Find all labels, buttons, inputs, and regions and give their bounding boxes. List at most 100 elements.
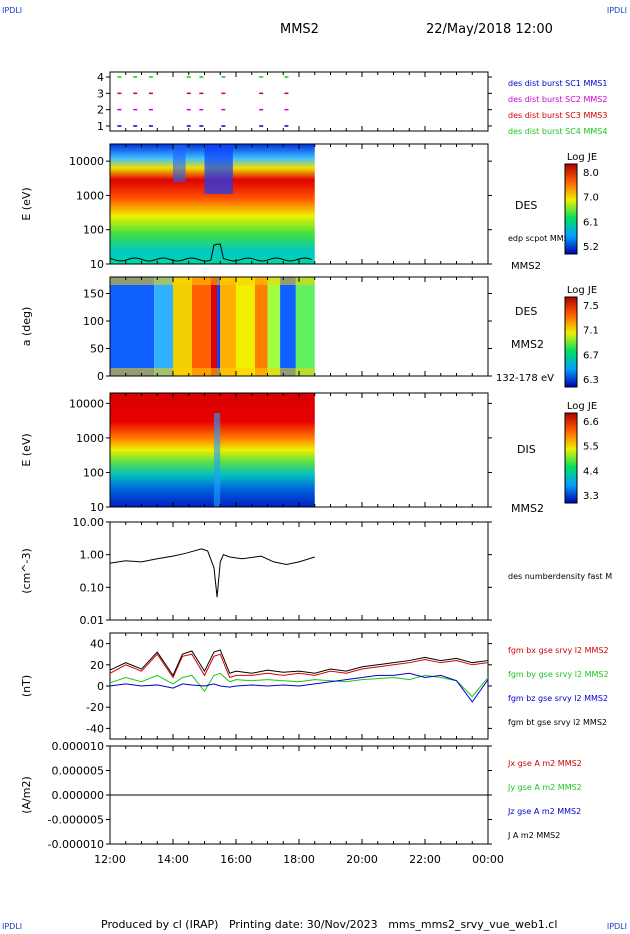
current-panel-ytick-label: 0.000005 — [52, 765, 105, 778]
corner-label-top-right: IPDLI — [606, 6, 627, 15]
burst-legend-label: des dist burst SC1 MMS1 — [508, 79, 607, 88]
corner-label-bottom-left: IPDLI — [2, 922, 23, 931]
dis-energy-panel-colorbar-title: Log JE — [567, 401, 597, 412]
pitch-angle-panel-ytick-label: 150 — [83, 288, 104, 301]
des-energy-label: DES — [515, 199, 537, 212]
pitch-angle-band — [154, 277, 173, 376]
current-panel-ytick-label: 0.000010 — [52, 740, 105, 753]
density-panel-ytick-label: 10.00 — [73, 516, 105, 529]
des-energy-panel-colorbar-tick: 7.0 — [583, 193, 599, 204]
burst-panel-ytick-label: 2 — [97, 104, 104, 117]
des-energy-panel-ylabel: E (eV) — [20, 187, 33, 220]
pitch-angle-band — [173, 277, 192, 376]
date-time-title: 22/May/2018 12:00 — [426, 22, 553, 37]
pitch-angle-panel-colorbar-tick: 6.3 — [583, 375, 599, 386]
pitch-angle-panel-ytick-label: 100 — [83, 315, 104, 328]
pitch-angle-spacecraft-label: MMS2 — [511, 338, 544, 351]
time-axis-label: 12:00 — [94, 853, 126, 866]
des-energy-panel-ytick-label: 10000 — [69, 155, 104, 168]
dis-energy-panel-colorbar — [564, 412, 578, 504]
des-energy-panel-ytick-label: 1000 — [76, 189, 104, 202]
magnetic-field-line — [109, 672, 489, 698]
dis-energy-spectrogram — [110, 393, 315, 507]
current-panel-ytick-label: 0.000000 — [52, 789, 105, 802]
magnetic-field-line — [109, 672, 489, 703]
dis-energy-dip — [213, 413, 221, 507]
density-panel-ytick-label: 1.00 — [80, 549, 105, 562]
dis-energy-panel-colorbar-tick: 4.4 — [583, 466, 599, 477]
burst-panel-ytick-label: 4 — [97, 71, 104, 84]
magnetic-field-panel-ylabel: (nT) — [20, 675, 33, 697]
pitch-angle-panel-ytick-label: 50 — [90, 343, 104, 356]
density-legend-label: des numberdensity fast M — [508, 572, 612, 581]
pitch-angle-band — [191, 277, 211, 376]
des-energy-panel-colorbar-tick: 5.2 — [583, 242, 599, 253]
des-energy-panel-colorbar-tick: 8.0 — [583, 168, 599, 179]
current-panel-ytick-label: -0.000010 — [48, 838, 104, 851]
dis-energy-panel-colorbar-tick: 3.3 — [583, 491, 599, 502]
time-axis-label: 18:00 — [283, 853, 315, 866]
pitch-angle-band — [254, 277, 268, 376]
time-axis-label: 00:00 — [472, 853, 504, 866]
current-panel-ylabel: (A/m2) — [20, 776, 33, 814]
time-axis-label: 14:00 — [157, 853, 189, 866]
des-energy-dip — [204, 144, 233, 194]
density-line — [109, 548, 315, 598]
magnetic-field-legend-label: fgm bx gse srvy l2 MMS2 — [508, 646, 609, 655]
des-energy-spacecraft-label: MMS2 — [511, 261, 541, 272]
pitch-angle-panel-colorbar — [564, 296, 578, 388]
magnetic-field-legend-label: fgm by gse srvy l2 MMS2 — [508, 670, 609, 679]
dis-energy-panel-ytick-label: 100 — [83, 466, 104, 479]
pitch-angle-band — [295, 277, 315, 376]
dis-energy-panel-ytick-label: 10 — [90, 501, 104, 514]
magnetic-field-line — [109, 653, 489, 679]
magnetic-field-legend-label: fgm bt gse srvy l2 MMS2 — [508, 718, 607, 727]
pitch-angle-edge — [110, 277, 315, 285]
magnetic-field-panel-ytick-label: 20 — [90, 659, 104, 672]
dis-energy-spacecraft-label: MMS2 — [511, 502, 544, 515]
pitch-angle-panel-colorbar-tick: 7.5 — [583, 301, 599, 312]
current-legend-label: J A m2 MMS2 — [507, 831, 560, 840]
dis-energy-panel-colorbar-tick: 5.5 — [583, 442, 599, 453]
dis-energy-panel-ylabel: E (eV) — [20, 433, 33, 466]
burst-panel-ytick-label: 1 — [97, 120, 104, 133]
magnetic-field-panel-ytick-label: -40 — [86, 722, 104, 735]
pitch-angle-band — [217, 277, 221, 376]
pitch-angle-band — [110, 277, 155, 376]
time-axis-label: 20:00 — [346, 853, 378, 866]
corner-label-top-left: IPDLI — [2, 6, 23, 15]
current-legend-label: Jz gse A m2 MMS2 — [507, 807, 581, 816]
burst-legend-label: des dist burst SC4 MMS4 — [508, 127, 607, 136]
pitch-angle-energy-range: 132-178 eV — [496, 373, 554, 384]
dis-energy-panel-colorbar-tick: 6.6 — [583, 417, 599, 428]
scpot-line — [109, 243, 312, 262]
corner-label-bottom-right: IPDLI — [606, 922, 627, 931]
burst-panel-frame — [109, 71, 489, 132]
pitch-angle-panel-colorbar-tick: 7.1 — [583, 326, 599, 337]
density-panel-ytick-label: 0.01 — [80, 614, 105, 627]
magnetic-field-panel-ytick-label: 40 — [90, 638, 104, 651]
burst-legend-label: des dist burst SC2 MMS2 — [508, 95, 607, 104]
footer-filename: mms_mms2_srvy_vue_web1.cl — [388, 918, 558, 931]
pitch-angle-band — [236, 277, 255, 376]
magnetic-field-line — [109, 649, 489, 677]
pitch-angle-label: DES — [515, 305, 537, 318]
footer-producer: Produced by cl (IRAP) — [101, 918, 219, 931]
des-energy-dip — [173, 144, 186, 182]
time-axis-label: 16:00 — [220, 853, 252, 866]
magnetic-field-panel-ytick-label: 0 — [97, 680, 104, 693]
pitch-angle-band — [267, 277, 281, 376]
pitch-angle-band — [280, 277, 296, 376]
des-energy-panel-ytick-label: 10 — [90, 258, 104, 271]
des-energy-panel-ytick-label: 100 — [83, 224, 104, 237]
time-axis-label: 22:00 — [409, 853, 441, 866]
pitch-angle-panel-ylabel: a (deg) — [20, 307, 33, 347]
scpot-label: edp scpot MMS2 — [508, 234, 574, 243]
magnetic-field-panel-ytick-label: -20 — [86, 701, 104, 714]
pitch-angle-panel-colorbar-tick: 6.7 — [583, 350, 599, 361]
des-energy-panel-colorbar — [564, 163, 578, 255]
current-legend-label: Jx gse A m2 MMS2 — [507, 759, 582, 768]
current-legend-label: Jy gse A m2 MMS2 — [507, 783, 582, 792]
density-panel-frame — [109, 521, 489, 621]
